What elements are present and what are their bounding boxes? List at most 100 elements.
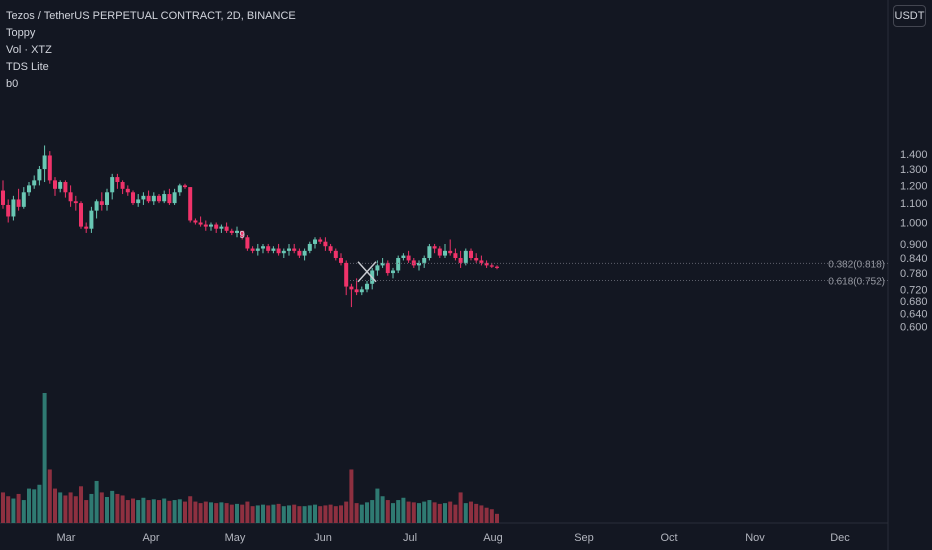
volume-bar xyxy=(261,504,265,523)
candle-body xyxy=(276,248,281,254)
volume-bar xyxy=(287,505,291,523)
y-tick-label: 1.200 xyxy=(900,180,928,192)
volume-bar xyxy=(344,501,349,523)
y-tick-label: 0.600 xyxy=(900,321,928,333)
volume-bar xyxy=(323,505,328,523)
volume-bar xyxy=(183,501,187,523)
candle-body xyxy=(380,262,385,266)
volume-bar xyxy=(193,501,198,523)
volume-bar xyxy=(172,500,177,523)
candle-body xyxy=(406,255,411,261)
x-tick-label: Jun xyxy=(314,532,332,544)
candle-body xyxy=(94,201,99,211)
candle-body xyxy=(37,169,42,181)
volume-bar xyxy=(84,500,89,523)
x-tick-label: Jul xyxy=(403,532,417,544)
volume-bar xyxy=(458,492,463,523)
candle-body xyxy=(183,185,187,188)
candle-body xyxy=(469,250,473,258)
volume-bar xyxy=(432,502,437,523)
volume-bar xyxy=(151,499,156,523)
indicator-b0[interactable]: b0 xyxy=(6,78,19,90)
volume-bar xyxy=(198,503,203,523)
volume-bar xyxy=(167,500,172,523)
volume-bar xyxy=(318,506,323,523)
volume-bar xyxy=(313,504,317,523)
candle-body xyxy=(1,190,5,205)
volume-bar xyxy=(495,513,499,523)
volume-bar xyxy=(354,503,359,523)
candle-body xyxy=(266,246,271,251)
volume-bar xyxy=(115,493,120,523)
candle-body xyxy=(443,250,447,256)
indicator-volume[interactable]: Vol · XTZ xyxy=(6,44,52,56)
volume-bar xyxy=(250,506,255,523)
y-tick-label: 0.680 xyxy=(900,296,928,308)
y-tick-label: 0.720 xyxy=(900,284,928,296)
candle-body xyxy=(391,270,395,274)
volume-bar xyxy=(79,486,83,523)
volume-bar xyxy=(224,503,229,523)
volume-bar xyxy=(484,507,489,523)
volume-bar xyxy=(370,500,375,523)
candle-body xyxy=(224,226,229,231)
candle-body xyxy=(359,289,364,293)
candle-body xyxy=(167,194,172,204)
candle-body xyxy=(219,226,224,229)
candle-body xyxy=(401,255,406,258)
volume-bar xyxy=(16,493,21,523)
volume-bar xyxy=(125,500,130,523)
x-tick-label: Mar xyxy=(57,532,76,544)
indicator-tds-lite[interactable]: TDS Lite xyxy=(6,61,49,73)
volume-bar xyxy=(463,503,468,523)
volume-bar xyxy=(53,488,57,523)
chart-legend: Tezos / TetherUS PERPETUAL CONTRACT, 2D,… xyxy=(6,8,296,93)
candle-body xyxy=(245,237,250,249)
y-tick-label: 1.000 xyxy=(900,218,928,230)
volume-bar xyxy=(307,505,312,523)
candle-body xyxy=(385,262,390,274)
volume-bar xyxy=(203,501,208,523)
x-tick-label: Dec xyxy=(830,532,850,544)
candle-body xyxy=(235,230,239,233)
volume-bar xyxy=(209,502,213,523)
volume-bar xyxy=(292,504,297,523)
candle-body xyxy=(365,283,369,290)
candle-body xyxy=(229,230,234,233)
volume-bar xyxy=(302,506,307,523)
volume-bar xyxy=(105,497,109,523)
volume-bar xyxy=(94,480,99,523)
currency-button[interactable]: USDT xyxy=(893,5,926,27)
candle-body xyxy=(131,192,135,204)
volume-bar xyxy=(27,488,31,523)
volume-bar xyxy=(235,503,239,523)
candle-body xyxy=(115,177,120,183)
candle-body xyxy=(240,230,245,238)
candle-body xyxy=(58,182,63,189)
candle-body xyxy=(27,185,31,193)
volume-bar xyxy=(120,495,125,523)
candle-body xyxy=(437,248,442,256)
candle-body xyxy=(203,224,208,227)
volume-bar xyxy=(380,496,385,523)
volume-bar xyxy=(437,503,442,523)
volume-bar xyxy=(453,504,458,523)
candle-body xyxy=(63,182,68,193)
volume-bar xyxy=(32,489,37,523)
x-tick-label: Sep xyxy=(574,532,594,544)
candle-body xyxy=(136,199,141,204)
candle-body xyxy=(297,250,302,256)
candle-body xyxy=(422,257,427,263)
candle-body xyxy=(73,201,78,204)
x-tick-label: Nov xyxy=(745,532,765,544)
candle-body xyxy=(318,239,323,242)
volume-bar xyxy=(63,495,68,523)
volume-bar xyxy=(240,504,245,523)
volume-bar xyxy=(385,500,390,523)
indicator-toppy[interactable]: Toppy xyxy=(6,27,36,39)
candle-body xyxy=(47,155,52,181)
candle-body xyxy=(484,262,489,266)
volume-bar xyxy=(469,501,473,523)
candle-body xyxy=(255,248,260,251)
